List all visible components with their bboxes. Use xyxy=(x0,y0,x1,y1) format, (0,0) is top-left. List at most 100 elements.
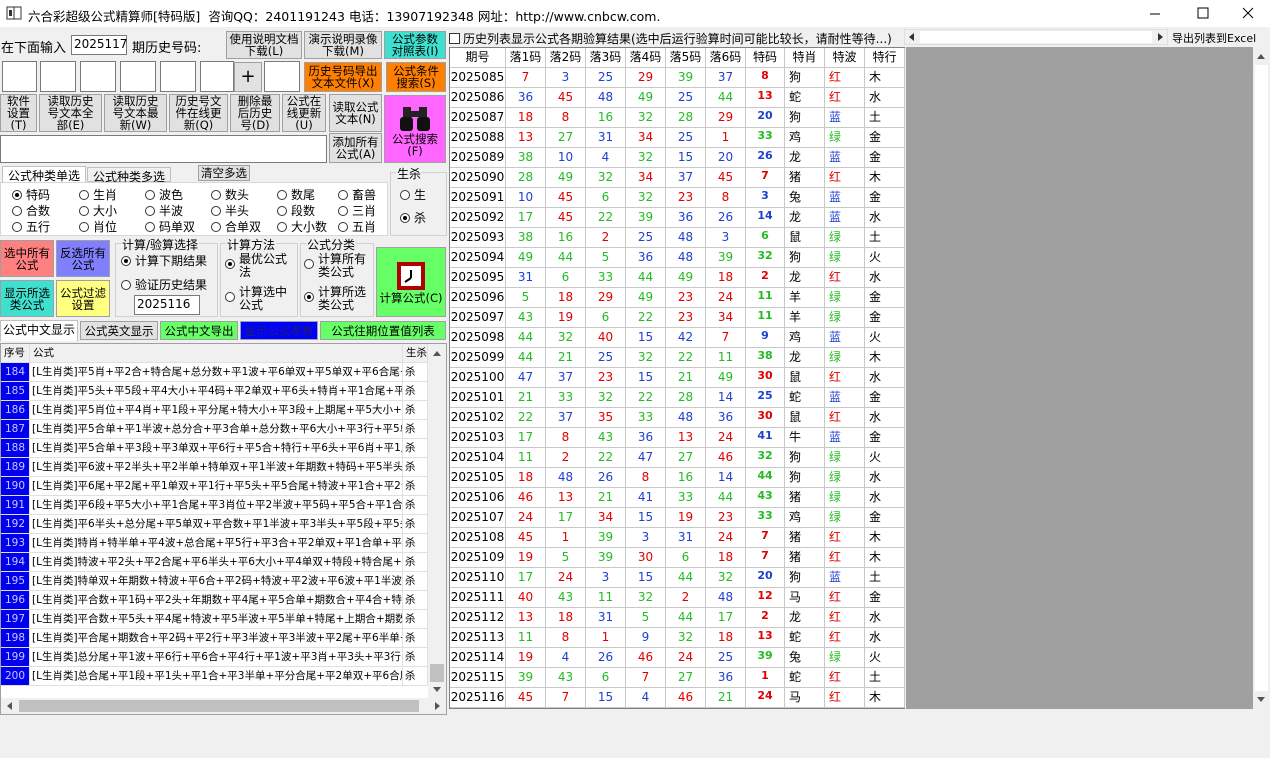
radio-dot[interactable] xyxy=(225,292,235,302)
radio-dot[interactable] xyxy=(12,222,22,232)
row-number[interactable]: 192 xyxy=(1,515,30,534)
formula-text[interactable]: [L生肖类]特肖+特半单+平4波+总合尾+平5行+平3合+平2单双+平1合单+平 xyxy=(30,534,403,553)
radio-button[interactable]: 数头 xyxy=(211,189,249,202)
number-input[interactable] xyxy=(200,61,234,92)
formula-text[interactable]: [L生肖类]平合尾+期数合+平2码+平2行+平3半波+平3半波+平2尾+平6半单… xyxy=(30,629,403,648)
kill-flag[interactable]: 杀 xyxy=(403,363,428,382)
row-number[interactable]: 194 xyxy=(1,553,30,572)
number-input[interactable] xyxy=(2,61,37,92)
radio-button[interactable]: 生肖 xyxy=(79,189,117,202)
formula-text[interactable]: [L生肖类]平5头+平5段+平4大小+平4码+平2单双+平6头+特肖+平1合尾+… xyxy=(30,382,403,401)
tab[interactable]: 公式中文显示 xyxy=(0,320,78,341)
export-link[interactable]: 导出列表到Excel xyxy=(1172,32,1257,45)
plus-button[interactable]: + xyxy=(234,62,262,92)
radio-dot[interactable] xyxy=(338,206,348,216)
radio-button[interactable]: 大小 xyxy=(79,205,117,218)
radio-button[interactable]: 大小数 xyxy=(277,221,327,234)
radio-dot[interactable] xyxy=(79,206,89,216)
row-number[interactable]: 187 xyxy=(1,420,30,439)
radio-dot[interactable] xyxy=(304,292,314,302)
radio-button[interactable]: 半波 xyxy=(145,205,183,218)
radio-button[interactable]: 码单双 xyxy=(145,221,195,234)
period-input[interactable]: 2025117 xyxy=(71,35,127,55)
kill-flag[interactable]: 杀 xyxy=(403,458,428,477)
radio-dot[interactable] xyxy=(145,206,155,216)
button[interactable]: 选中所有公式 xyxy=(0,240,54,277)
button[interactable]: 添加所有公式(A) xyxy=(329,133,382,163)
kill-flag[interactable]: 杀 xyxy=(403,648,428,667)
row-number[interactable]: 184 xyxy=(1,363,30,382)
tab[interactable]: 公式种类多选 xyxy=(87,167,171,184)
radio-button[interactable]: 特码 xyxy=(12,189,50,202)
radio-button[interactable]: 肖位 xyxy=(79,221,117,234)
calculate-button[interactable]: 计算公式(C) xyxy=(376,247,446,317)
row-number[interactable]: 196 xyxy=(1,591,30,610)
row-number[interactable]: 199 xyxy=(1,648,30,667)
button[interactable]: 历史号码导出文本文件(X) xyxy=(304,62,382,92)
row-number[interactable]: 195 xyxy=(1,572,30,591)
button[interactable]: 读取历史号文本全部(E) xyxy=(39,94,102,132)
kill-flag[interactable]: 杀 xyxy=(403,439,428,458)
radio-button[interactable]: 计算下期结果 xyxy=(121,255,207,268)
radio-button[interactable]: 合数 xyxy=(12,205,50,218)
formula-text[interactable]: [L生肖类]特波+平2头+平2合尾+平6半头+平6大小+平4单双+特段+特合尾+… xyxy=(30,553,403,572)
radio-dot[interactable] xyxy=(400,213,410,223)
search-button[interactable]: 公式搜索(F) xyxy=(384,95,446,163)
formula-text[interactable]: [L生肖类]平6段+平5大小+平1合尾+平3肖位+平2半波+平5码+平5合+平1… xyxy=(30,496,403,515)
formula-text[interactable]: [L生肖类]总合尾+平1段+平1头+平1合+平3半单+平分合尾+平2单双+平6合… xyxy=(30,667,403,686)
period-input[interactable]: 2025116 xyxy=(134,295,200,315)
radio-dot[interactable] xyxy=(12,206,22,216)
formula-text[interactable]: [L生肖类]特单双+年期数+特波+平6合+平2码+特波+平2波+平6波+平1半波… xyxy=(30,572,403,591)
button[interactable]: 删除最后历史号(D) xyxy=(230,94,280,132)
button[interactable]: 显示所选类公式 xyxy=(0,280,54,317)
radio-dot[interactable] xyxy=(79,222,89,232)
kill-flag[interactable]: 杀 xyxy=(403,477,428,496)
formula-text[interactable]: [L生肖类]平6半头+总分尾+平5单双+平合数+平1半波+平3半头+平5段+平5… xyxy=(30,515,403,534)
button[interactable]: 使用说明文档下载(L) xyxy=(226,31,302,59)
radio-dot[interactable] xyxy=(277,206,287,216)
kill-flag[interactable]: 杀 xyxy=(403,420,428,439)
radio-dot[interactable] xyxy=(145,190,155,200)
number-input[interactable] xyxy=(80,61,116,92)
radio-button[interactable]: 计算所选类公式 xyxy=(304,286,374,312)
radio-button[interactable]: 计算选中公式 xyxy=(225,286,291,312)
radio-dot[interactable] xyxy=(79,190,89,200)
row-number[interactable]: 197 xyxy=(1,610,30,629)
vertical-scrollbar[interactable] xyxy=(1253,47,1270,709)
row-number[interactable]: 186 xyxy=(1,401,30,420)
radio-dot[interactable] xyxy=(121,280,131,290)
formula-text[interactable]: [L生肖类]总分尾+平1波+平6行+平6合+平4行+平1波+平3肖+平3头+平3… xyxy=(30,648,403,667)
radio-dot[interactable] xyxy=(277,190,287,200)
radio-button[interactable]: 畜兽 xyxy=(338,189,376,202)
formula-text-input[interactable] xyxy=(0,135,327,163)
button[interactable]: 公式过滤设置 xyxy=(56,280,110,317)
kill-flag[interactable]: 杀 xyxy=(403,572,428,591)
button[interactable]: 读取公式文本(N) xyxy=(329,94,382,132)
button[interactable]: 演示说明录像下载(M) xyxy=(304,31,382,59)
row-number[interactable]: 185 xyxy=(1,382,30,401)
number-input[interactable] xyxy=(264,61,300,92)
radio-dot[interactable] xyxy=(211,190,221,200)
kill-flag[interactable]: 杀 xyxy=(403,667,428,686)
number-input[interactable] xyxy=(160,61,196,92)
radio-dot[interactable] xyxy=(211,206,221,216)
button[interactable]: 历史号文件在线更新(Q) xyxy=(169,94,228,132)
window-controls[interactable] xyxy=(1130,0,1270,27)
formula-text[interactable]: [L生肖类]平合数+平5头+平4尾+特波+平5半波+平5半单+特尾+上期合+期数… xyxy=(30,610,403,629)
checkbox[interactable]: 历史列表显示公式各期验算结果(选中后运行验算时间可能比较长，请耐性等待...) xyxy=(449,30,904,47)
button[interactable]: 公式参数对照表(I) xyxy=(384,31,446,59)
radio-dot[interactable] xyxy=(121,256,131,266)
kill-flag[interactable]: 杀 xyxy=(403,610,428,629)
radio-dot[interactable] xyxy=(211,222,221,232)
row-number[interactable]: 198 xyxy=(1,629,30,648)
row-number[interactable]: 200 xyxy=(1,667,30,686)
radio-button[interactable]: 最优公式法 xyxy=(225,253,291,279)
horizontal-scrollbar[interactable] xyxy=(1,698,446,714)
kill-flag[interactable]: 杀 xyxy=(403,553,428,572)
radio-dot[interactable] xyxy=(304,259,314,269)
kill-flag[interactable]: 杀 xyxy=(403,401,428,420)
horizontal-scrollbar[interactable] xyxy=(904,29,1168,45)
radio-dot[interactable] xyxy=(277,222,287,232)
button[interactable]: 软件设置(T) xyxy=(0,94,37,132)
tab[interactable]: 公式英文显示 xyxy=(80,321,158,340)
